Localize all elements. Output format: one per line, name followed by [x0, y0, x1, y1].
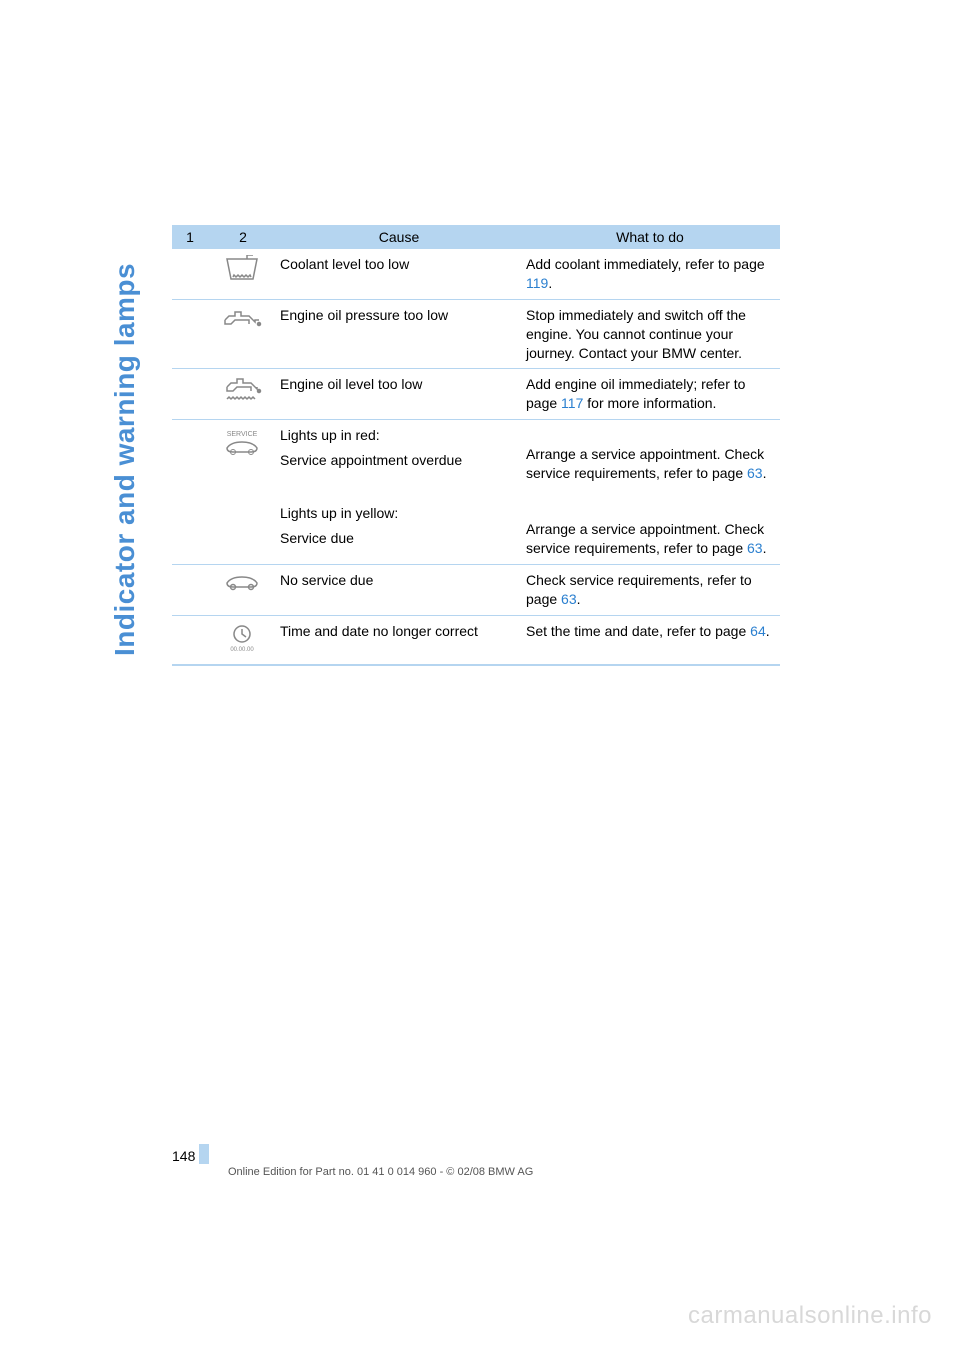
- table-header-row: 1 2 Cause What to do: [172, 225, 780, 249]
- edition-text: Online Edition for Part no. 01 41 0 014 …: [228, 1166, 780, 1178]
- page-link[interactable]: 63: [747, 540, 763, 556]
- page-link[interactable]: 64: [750, 623, 766, 639]
- oil-level-icon: [208, 369, 278, 420]
- table-row: Engine oil level too low Add engine oil …: [172, 369, 780, 420]
- cause-cell: Lights up in red: Service appointment ov…: [278, 420, 524, 565]
- header-col2: 2: [208, 225, 278, 249]
- action-cell: Add coolant immediately, refer to page 1…: [524, 249, 780, 299]
- page-link[interactable]: 119: [526, 275, 548, 291]
- table-row: Engine oil pressure too low Stop immedia…: [172, 299, 780, 369]
- svg-text:00.00.00: 00.00.00: [230, 647, 254, 653]
- action-cell: Arrange a service appointment. Check ser…: [524, 420, 780, 565]
- action-cell: Set the time and date, refer to page 64.: [524, 615, 780, 665]
- header-action: What to do: [524, 225, 780, 249]
- header-col1: 1: [172, 225, 208, 249]
- header-cause: Cause: [278, 225, 524, 249]
- cause-cell: Time and date no longer correct: [278, 615, 524, 665]
- action-multiline: Arrange a service appointment. Check ser…: [526, 520, 776, 558]
- action-cell: Check service requirements, refer to pag…: [524, 564, 780, 615]
- table-row: No service due Check service requirement…: [172, 564, 780, 615]
- table-row: Coolant level too low Add coolant immedi…: [172, 249, 780, 299]
- watermark: carmanualsonline.info: [688, 1302, 932, 1330]
- coolant-icon: [208, 249, 278, 299]
- page-number-accent: [199, 1144, 209, 1164]
- cause-cell: Engine oil pressure too low: [278, 299, 524, 369]
- section-title: Indicator and warning lamps: [109, 263, 141, 656]
- cause-cell: No service due: [278, 564, 524, 615]
- page-link[interactable]: 117: [561, 395, 583, 411]
- action-cell: Add engine oil immediately; refer to pag…: [524, 369, 780, 420]
- svg-text:SERVICE: SERVICE: [227, 431, 258, 438]
- cause-cell: Coolant level too low: [278, 249, 524, 299]
- page-link[interactable]: 63: [561, 591, 577, 607]
- table-row: SERVICE Lights up in red: Service appoin…: [172, 420, 780, 565]
- service-icon: SERVICE: [208, 420, 278, 565]
- warning-table-container: 1 2 Cause What to do: [172, 225, 780, 666]
- warning-table: 1 2 Cause What to do: [172, 225, 780, 666]
- page-link[interactable]: 63: [747, 465, 763, 481]
- cause-cell: Engine oil level too low: [278, 369, 524, 420]
- page-number: 148: [172, 1148, 195, 1164]
- clock-icon: 00.00.00: [208, 615, 278, 665]
- table-row: 00.00.00 Time and date no longer correct…: [172, 615, 780, 665]
- oil-pressure-icon: [208, 299, 278, 369]
- page-footer: 148 Online Edition for Part no. 01 41 0 …: [172, 1144, 780, 1178]
- action-cell: Stop immediately and switch off the engi…: [524, 299, 780, 369]
- action-multiline: Arrange a service appointment. Check ser…: [526, 445, 776, 483]
- no-service-icon: [208, 564, 278, 615]
